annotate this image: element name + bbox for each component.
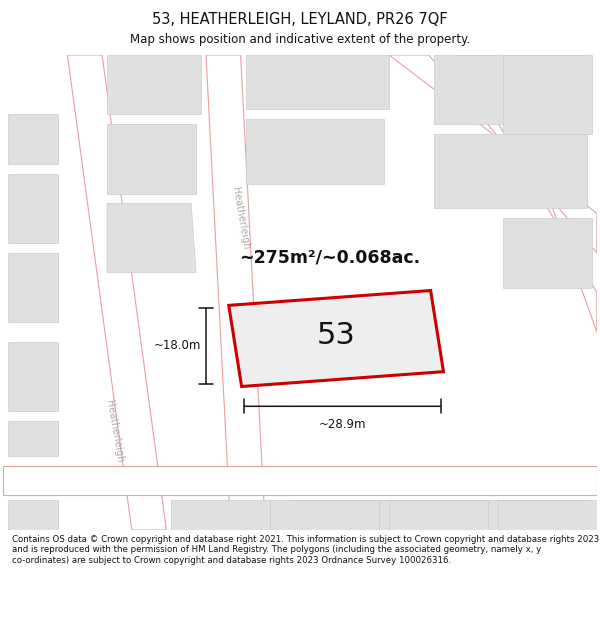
Polygon shape xyxy=(8,253,58,322)
Polygon shape xyxy=(434,55,587,124)
Polygon shape xyxy=(3,466,597,496)
Polygon shape xyxy=(8,342,58,411)
Text: ~275m²/~0.068ac.: ~275m²/~0.068ac. xyxy=(239,249,420,267)
Polygon shape xyxy=(245,119,384,184)
Text: ~28.9m: ~28.9m xyxy=(319,418,367,431)
Polygon shape xyxy=(107,55,201,114)
Polygon shape xyxy=(458,55,597,332)
Polygon shape xyxy=(67,55,166,530)
Polygon shape xyxy=(206,55,265,530)
Polygon shape xyxy=(434,134,587,208)
Text: 53: 53 xyxy=(317,321,356,349)
Polygon shape xyxy=(229,291,443,386)
Polygon shape xyxy=(8,421,58,456)
Text: Heatherleigh: Heatherleigh xyxy=(230,186,251,251)
Text: Contains OS data © Crown copyright and database right 2021. This information is : Contains OS data © Crown copyright and d… xyxy=(12,535,599,564)
Text: ~18.0m: ~18.0m xyxy=(154,339,201,352)
Polygon shape xyxy=(498,500,597,530)
Text: Heatherleigh: Heatherleigh xyxy=(104,399,124,463)
Polygon shape xyxy=(8,500,58,530)
Polygon shape xyxy=(389,55,597,253)
Text: 53, HEATHERLEIGH, LEYLAND, PR26 7QF: 53, HEATHERLEIGH, LEYLAND, PR26 7QF xyxy=(152,12,448,27)
Polygon shape xyxy=(8,114,58,164)
Polygon shape xyxy=(271,500,379,530)
Polygon shape xyxy=(290,500,587,530)
Polygon shape xyxy=(107,204,196,272)
Polygon shape xyxy=(503,55,592,134)
Polygon shape xyxy=(107,124,196,194)
Polygon shape xyxy=(172,500,271,530)
Polygon shape xyxy=(245,55,389,109)
Text: Map shows position and indicative extent of the property.: Map shows position and indicative extent… xyxy=(130,33,470,46)
Polygon shape xyxy=(503,218,592,288)
Polygon shape xyxy=(389,500,488,530)
Polygon shape xyxy=(8,174,58,243)
